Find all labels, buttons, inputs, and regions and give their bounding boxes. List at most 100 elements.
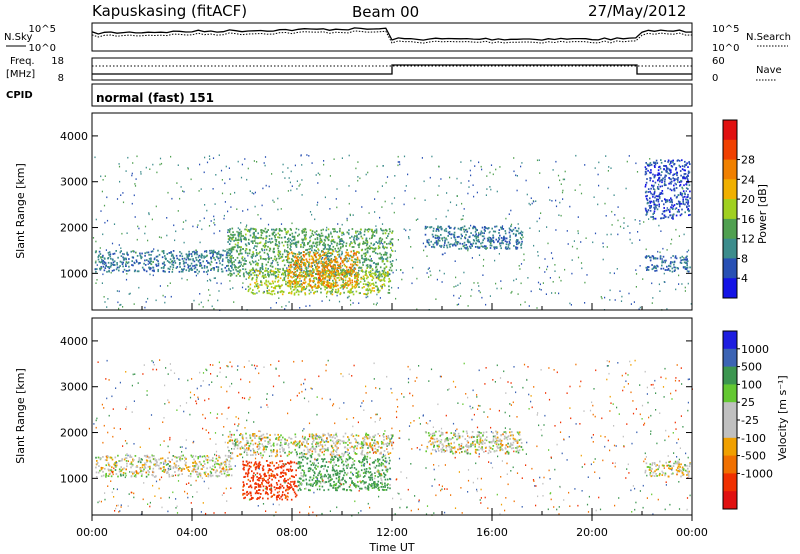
colorbar-swatch — [723, 437, 737, 457]
freq-tick-left-bottom: 8 — [58, 73, 64, 84]
scatter-speckle — [92, 154, 692, 311]
noise-tick-right-top: 10^5 — [712, 24, 739, 35]
colorbar-swatch — [723, 139, 737, 161]
xtick-label: 00:00 — [76, 526, 108, 539]
nave-label: Nave — [756, 65, 782, 76]
freq-panel: Freq. [MHz] 18 8 60 0 Nave — [6, 56, 782, 84]
colorbar-tick-label: -500 — [741, 450, 766, 463]
freq-tick-right-bottom: 0 — [712, 73, 718, 84]
colorbar-tick-label: -1000 — [741, 467, 773, 480]
scatter-region-0 — [94, 249, 233, 273]
ytick-label: 1000 — [60, 267, 88, 280]
colorbar-tick-label: 500 — [741, 361, 762, 374]
ytick-label: 3000 — [60, 381, 88, 394]
colorbar-swatch — [723, 179, 737, 200]
power-colorbar-label: Power [dB] — [756, 184, 769, 244]
colorbar-swatch — [723, 278, 737, 299]
scatter-region-0 — [95, 454, 234, 478]
colorbar-swatch — [723, 384, 737, 403]
xtick-label: 08:00 — [276, 526, 308, 539]
velocity-panel: 1000 2000 3000 4000 00:00 04:00 08:00 12:00 16:… — [14, 317, 708, 554]
date-title: 27/May/2012 — [588, 2, 686, 20]
power-panel-frame — [91, 112, 693, 311]
station-title: Kapuskasing (fitACF) — [92, 2, 247, 20]
freq-tick-right-top: 60 — [712, 56, 725, 67]
power-y-ticks: 1000 2000 3000 4000 — [60, 130, 693, 310]
noise-tick-left-bottom: 10^0 — [29, 43, 56, 54]
colorbar-tick-label: 8 — [741, 252, 748, 265]
colorbar-tick-label: 28 — [741, 154, 755, 167]
velocity-x-ticks: 00:00 04:00 08:00 12:00 16:00 20:00 00:00 — [76, 515, 708, 539]
power-ylabel: Slant Range [km] — [14, 163, 27, 259]
ytick-label: 4000 — [60, 130, 88, 143]
ytick-label: 1000 — [60, 472, 88, 485]
xtick-label: 04:00 — [176, 526, 208, 539]
colorbar-swatch — [723, 491, 737, 510]
colorbar-swatch — [723, 159, 737, 180]
colorbar-swatch — [723, 402, 737, 421]
power-panel: 1000 2000 3000 4000 Slant Range [km] — [14, 112, 693, 311]
velocity-y-ticks: 1000 2000 3000 4000 — [60, 335, 693, 515]
xtick-label: 12:00 — [376, 526, 408, 539]
colorbar-swatch — [723, 331, 737, 350]
freq-label-line2: [MHz] — [6, 69, 35, 80]
power-colorbar: 4 8 12 16 20 24 28 — [722, 119, 755, 299]
colorbar-tick-label: 24 — [741, 173, 755, 186]
velocity-panel-frame — [91, 317, 693, 516]
nsky-label: N.Sky — [4, 32, 32, 43]
colorbar-swatch — [723, 258, 737, 279]
cpid-label: CPID — [6, 90, 33, 101]
colorbar-swatch — [723, 455, 737, 474]
colorbar-tick-label: 25 — [741, 396, 755, 409]
nsearch-label: N.Search — [746, 32, 791, 43]
noise-panel: N.Sky 10^5 10^0 10^5 10^0 N.Search — [4, 22, 791, 54]
scatter-speckle — [93, 359, 693, 517]
xtick-label: 00:00 — [676, 526, 708, 539]
ytick-label: 4000 — [60, 335, 88, 348]
freq-tick-left-top: 18 — [51, 56, 64, 67]
scatter-region-2 — [247, 268, 392, 296]
colorbar-swatch — [723, 473, 737, 492]
xtick-label: 16:00 — [476, 526, 508, 539]
freq-line — [92, 64, 692, 75]
scatter-region-3 — [297, 455, 391, 492]
scatter-region-5 — [644, 255, 691, 273]
ytick-label: 3000 — [60, 176, 88, 189]
noise-tick-right-bottom: 10^0 — [712, 43, 739, 54]
scatter-region-2 — [242, 460, 298, 501]
colorbar-swatch — [723, 218, 737, 240]
ytick-label: 2000 — [60, 222, 88, 235]
colorbar-tick-label: 12 — [741, 233, 755, 246]
cpid-frame — [91, 83, 693, 107]
ytick-label: 2000 — [60, 427, 88, 440]
velocity-colorbar-label: Velocity [m s⁻¹] — [776, 375, 789, 460]
colorbar-tick-label: -100 — [741, 432, 766, 445]
colorbar-swatch — [723, 420, 737, 439]
xtick-label: 20:00 — [576, 526, 608, 539]
colorbar-swatch — [723, 120, 737, 141]
colorbar-swatch — [723, 348, 737, 368]
colorbar-frame — [722, 119, 738, 299]
colorbar-tick-label: 1000 — [741, 343, 769, 356]
colorbar-tick-label: 20 — [741, 193, 755, 206]
scatter-region-6 — [644, 159, 691, 220]
colorbar-swatch — [723, 199, 737, 220]
cpid-text: normal (fast) 151 — [96, 91, 214, 105]
colorbar-tick-label: 16 — [741, 213, 755, 226]
scatter-region-1 — [227, 432, 394, 458]
beam-title: Beam 00 — [352, 3, 419, 21]
noise-tick-left-top: 10^5 — [29, 24, 56, 35]
noise-panel-frame — [91, 22, 693, 52]
colorbar-tick-label: 4 — [741, 272, 748, 285]
freq-label-line1: Freq. — [10, 56, 35, 67]
scatter-region-4 — [424, 430, 524, 455]
velocity-xlabel: Time UT — [368, 541, 414, 554]
colorbar-tick-label: -25 — [741, 414, 759, 427]
velocity-scatter — [93, 359, 693, 517]
freq-panel-frame — [91, 57, 693, 81]
velocity-ylabel: Slant Range [km] — [14, 368, 27, 464]
scatter-region-5 — [644, 460, 691, 478]
colorbar-tick-label: 100 — [741, 378, 762, 391]
velocity-colorbar: 1000 500 100 25 -25 -100 -500 -1000 — [722, 330, 773, 510]
